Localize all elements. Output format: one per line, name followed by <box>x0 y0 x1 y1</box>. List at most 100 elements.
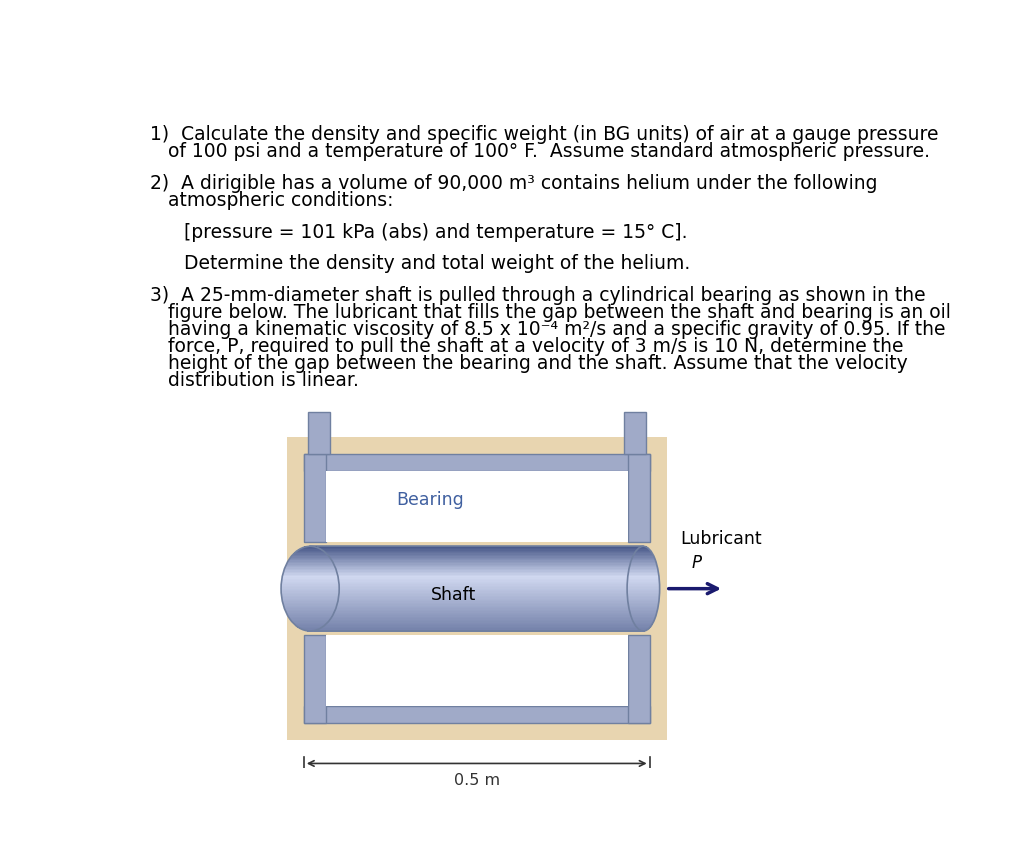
Bar <box>629 604 658 607</box>
Bar <box>634 553 653 556</box>
Bar <box>287 613 334 614</box>
Text: having a kinematic viscosity of 8.5 x 10⁻⁴ m²/s and a specific gravity of 0.95. : having a kinematic viscosity of 8.5 x 10… <box>168 320 946 339</box>
Bar <box>629 571 658 574</box>
Bar <box>632 559 655 561</box>
Bar <box>630 564 656 565</box>
Bar <box>628 577 659 580</box>
Bar <box>304 635 326 723</box>
Bar <box>633 620 654 622</box>
Bar <box>284 570 337 572</box>
Bar <box>285 607 336 609</box>
Bar <box>629 570 658 572</box>
Bar <box>285 568 336 570</box>
Bar <box>282 591 339 594</box>
Bar <box>310 600 643 602</box>
Bar <box>628 595 659 598</box>
Bar <box>310 579 643 581</box>
Bar <box>310 586 643 588</box>
Text: 3)  A 25-mm-diameter shaft is pulled through a cylindrical bearing as shown in t: 3) A 25-mm-diameter shaft is pulled thro… <box>150 286 926 305</box>
Bar <box>282 577 338 580</box>
Bar <box>306 630 313 632</box>
Bar <box>310 624 643 627</box>
Bar <box>628 582 659 583</box>
Bar <box>310 604 643 607</box>
Bar <box>310 569 643 571</box>
Bar <box>310 610 643 612</box>
Bar <box>293 553 328 556</box>
Bar <box>628 580 659 583</box>
Bar <box>310 593 643 595</box>
Bar <box>637 549 650 551</box>
Bar <box>289 617 331 619</box>
Bar <box>630 610 657 612</box>
Bar <box>310 602 643 603</box>
Bar <box>284 571 337 574</box>
Bar <box>629 606 658 608</box>
Bar <box>633 556 654 558</box>
Bar <box>310 573 643 576</box>
Bar <box>287 543 667 635</box>
Bar <box>299 627 322 629</box>
Text: atmospheric conditions:: atmospheric conditions: <box>168 192 394 211</box>
Bar <box>303 546 316 549</box>
Bar <box>310 582 643 583</box>
Bar <box>635 552 652 554</box>
Bar <box>631 615 655 618</box>
Text: [pressure = 101 kPa (abs) and temperature = 15° C].: [pressure = 101 kPa (abs) and temperatur… <box>183 223 687 242</box>
Bar <box>310 595 643 596</box>
Bar <box>284 569 336 571</box>
Bar <box>287 564 334 565</box>
Bar <box>630 613 656 614</box>
Bar <box>310 555 643 557</box>
Bar <box>282 595 339 598</box>
Bar <box>310 562 643 564</box>
Bar <box>310 591 643 594</box>
Bar <box>629 607 657 609</box>
Bar <box>287 562 333 564</box>
Bar <box>295 624 325 627</box>
Bar <box>283 576 338 578</box>
Bar <box>628 593 659 595</box>
Bar <box>628 595 659 596</box>
Bar <box>304 454 326 543</box>
Bar <box>310 576 643 578</box>
Bar <box>283 575 338 576</box>
Text: Bearing: Bearing <box>396 491 464 509</box>
Bar <box>291 620 329 622</box>
Bar <box>310 553 643 556</box>
Bar <box>289 615 332 618</box>
Bar <box>310 590 643 592</box>
Bar <box>282 590 339 592</box>
Bar <box>310 584 643 587</box>
Bar <box>630 564 657 567</box>
Bar <box>310 615 643 618</box>
Bar <box>628 635 649 723</box>
Bar <box>631 614 656 616</box>
Bar <box>304 707 649 723</box>
Bar <box>310 577 643 580</box>
Text: Lubricant: Lubricant <box>681 530 762 548</box>
Bar <box>310 620 643 622</box>
Bar <box>638 548 649 550</box>
Bar <box>627 586 659 588</box>
Bar <box>300 548 319 550</box>
Bar <box>628 454 649 543</box>
Text: height of the gap between the bearing and the shaft. Assume that the velocity: height of the gap between the bearing an… <box>168 354 908 373</box>
Bar <box>627 589 659 591</box>
Text: force, P, required to pull the shaft at a velocity of 3 m/s is 10 N, determine t: force, P, required to pull the shaft at … <box>168 337 904 356</box>
Bar <box>292 555 329 557</box>
Bar <box>628 602 658 605</box>
Bar <box>326 635 628 707</box>
Bar <box>294 552 326 554</box>
Bar <box>310 597 643 599</box>
Bar <box>628 599 659 601</box>
Bar <box>310 571 643 574</box>
Bar <box>282 599 338 601</box>
Bar <box>310 622 643 625</box>
Bar <box>628 573 658 576</box>
Bar <box>310 618 643 620</box>
Bar <box>310 559 643 561</box>
Bar <box>310 575 643 576</box>
Bar <box>636 551 651 552</box>
Text: figure below. The lubricant that fills the gap between the shaft and bearing is : figure below. The lubricant that fills t… <box>168 303 951 322</box>
